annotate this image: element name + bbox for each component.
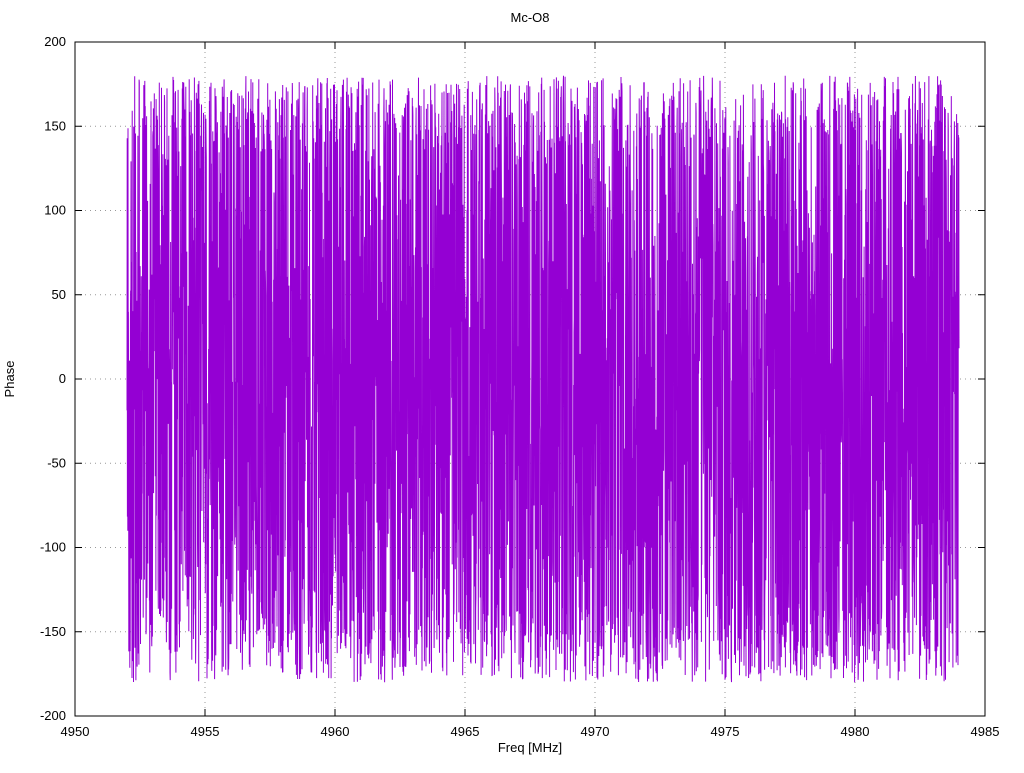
y-tick-label: 100 [44,203,66,218]
y-tick-label: -150 [40,624,66,639]
x-tick-label: 4950 [61,724,90,739]
y-tick-label: -50 [47,455,66,470]
y-tick-label: -100 [40,540,66,555]
x-tick-label: 4970 [581,724,610,739]
x-tick-label: 4975 [711,724,740,739]
y-axis-label: Phase [2,361,17,398]
x-tick-label: 4960 [321,724,350,739]
phase-trace [126,75,960,683]
axis-ticks [74,41,986,717]
x-tick-label: 4955 [191,724,220,739]
x-tick-label: 4965 [451,724,480,739]
chart-title: Mc-O8 [511,10,550,25]
y-tick-label: 150 [44,118,66,133]
x-tick-label: 4980 [841,724,870,739]
x-tick-label: 4985 [971,724,1000,739]
y-tick-label: 50 [52,287,66,302]
y-axis-tick-labels: -200 -150 -100 -50 0 50 100 150 200 [40,34,66,723]
x-axis-label: Freq [MHz] [498,740,562,755]
y-tick-label: 200 [44,34,66,49]
x-axis-tick-labels: 4950 4955 4960 4965 4970 4975 4980 4985 [61,724,1000,739]
y-tick-label: 0 [59,371,66,386]
y-tick-label: -200 [40,708,66,723]
series-line [126,75,960,683]
